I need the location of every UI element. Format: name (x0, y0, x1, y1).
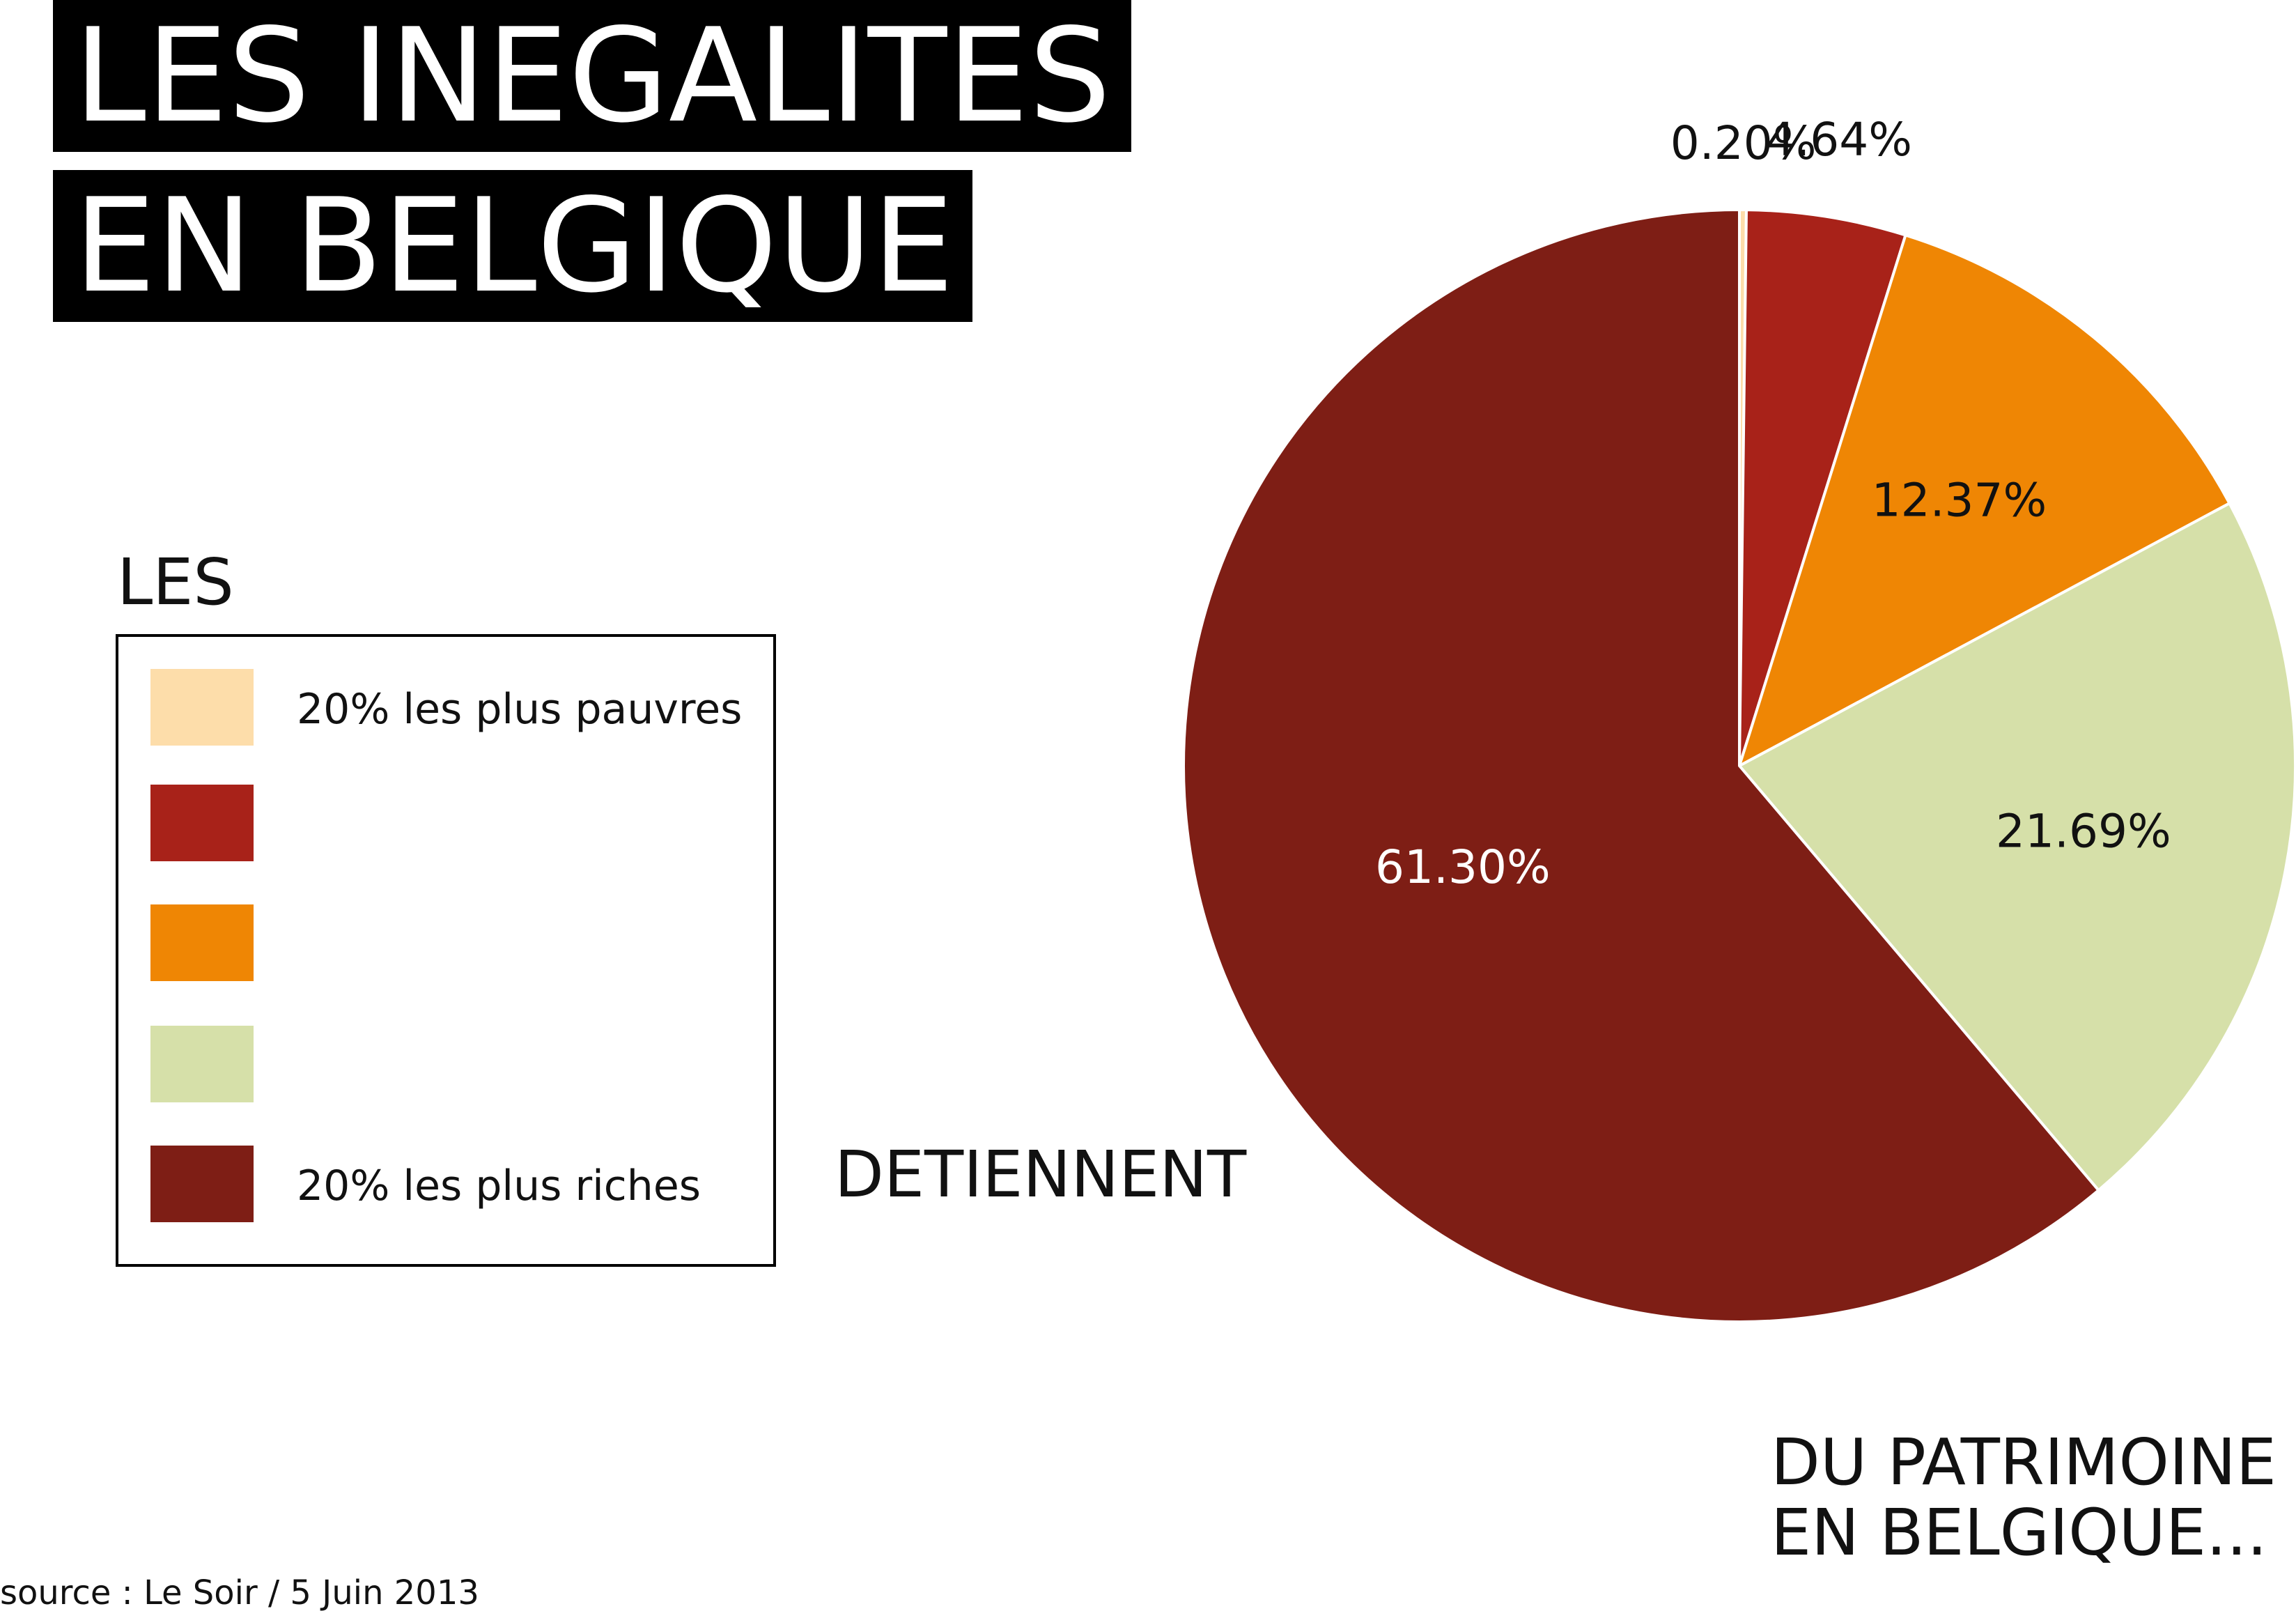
title-line-2: EN BELGIQUE (53, 170, 972, 322)
source-credit: source : Le Soir / 5 Juin 2013 (0, 1573, 479, 1612)
pie-slice-2 (1738, 208, 1907, 766)
pie-labels: 0.20%4.64% 12.37% 21.69% 61.30% (1375, 113, 2171, 894)
legend: 20% les plus pauvres 20% les plus riches (116, 634, 776, 1267)
subject-line-1: DU PATRIMOINE (1771, 1425, 2276, 1500)
legend-swatch-poorest (150, 669, 254, 746)
pie-slice-label-3: 12.37% (1872, 473, 2047, 527)
pie-slices (1182, 208, 2296, 1323)
pie-slice-label-1: 0.20% (1670, 116, 1817, 170)
legend-label-richest: 20% les plus riches (297, 1162, 701, 1210)
pie-slice-label-2: 4.64% (1766, 113, 1912, 167)
pie-slice-5 (1182, 208, 2101, 1323)
legend-heading: LES (117, 545, 234, 619)
subject-line-2: EN BELGIQUE... (1771, 1495, 2267, 1571)
pie-slice-4 (1737, 501, 2296, 1192)
legend-swatch-richest (150, 1146, 254, 1222)
pie-slice-label-4: 21.69% (1996, 805, 2171, 858)
pie-slice-3 (1737, 233, 2232, 769)
legend-swatch-2 (150, 785, 254, 861)
legend-label-poorest: 20% les plus pauvres (297, 685, 743, 734)
pie-slice-label-5: 61.30% (1375, 840, 1551, 894)
subject-label: DU PATRIMOINE EN BELGIQUE... (1771, 1425, 2276, 1571)
legend-swatch-4 (150, 1026, 254, 1102)
legend-swatch-3 (150, 904, 254, 981)
verb-label: DETIENNENT (835, 1137, 1247, 1212)
title-line-1: LES INEGALITES (53, 0, 1131, 152)
